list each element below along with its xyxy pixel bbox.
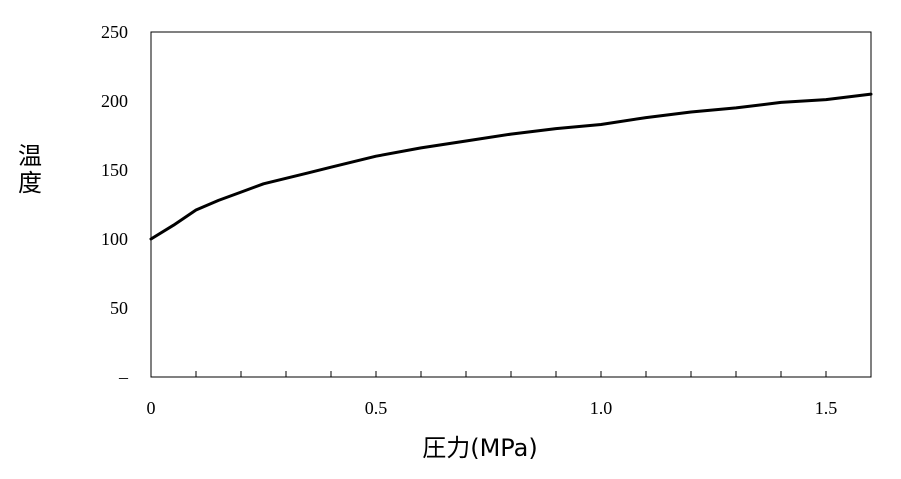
x-tick-label: 0.5 bbox=[365, 398, 388, 418]
series-line bbox=[149, 92, 873, 241]
x-tick-label: 1.0 bbox=[590, 398, 613, 418]
y-tick-label: 50 bbox=[110, 298, 128, 318]
y-tick-label: – bbox=[118, 367, 129, 387]
plot-frame bbox=[150, 31, 872, 378]
y-axis-tick-labels: – 50 100 150 200 250 bbox=[101, 22, 129, 387]
y-axis-title-char-1: 温 bbox=[18, 142, 42, 170]
y-tick-label: 250 bbox=[101, 22, 128, 42]
x-axis-tick-labels: 0 0.5 1.0 1.5 bbox=[147, 398, 838, 418]
y-axis-title-group: 温 度 bbox=[18, 142, 42, 197]
x-tick-label: 1.5 bbox=[815, 398, 838, 418]
y-tick-label: 150 bbox=[101, 160, 128, 180]
y-tick-label: 100 bbox=[101, 229, 128, 249]
y-axis-title-char-2: 度 bbox=[18, 169, 42, 197]
x-axis-ticks bbox=[150, 371, 872, 377]
x-tick-label: 0 bbox=[147, 398, 156, 418]
x-axis-title: 圧力(MPa) bbox=[422, 434, 538, 462]
y-tick-label: 200 bbox=[101, 91, 128, 111]
